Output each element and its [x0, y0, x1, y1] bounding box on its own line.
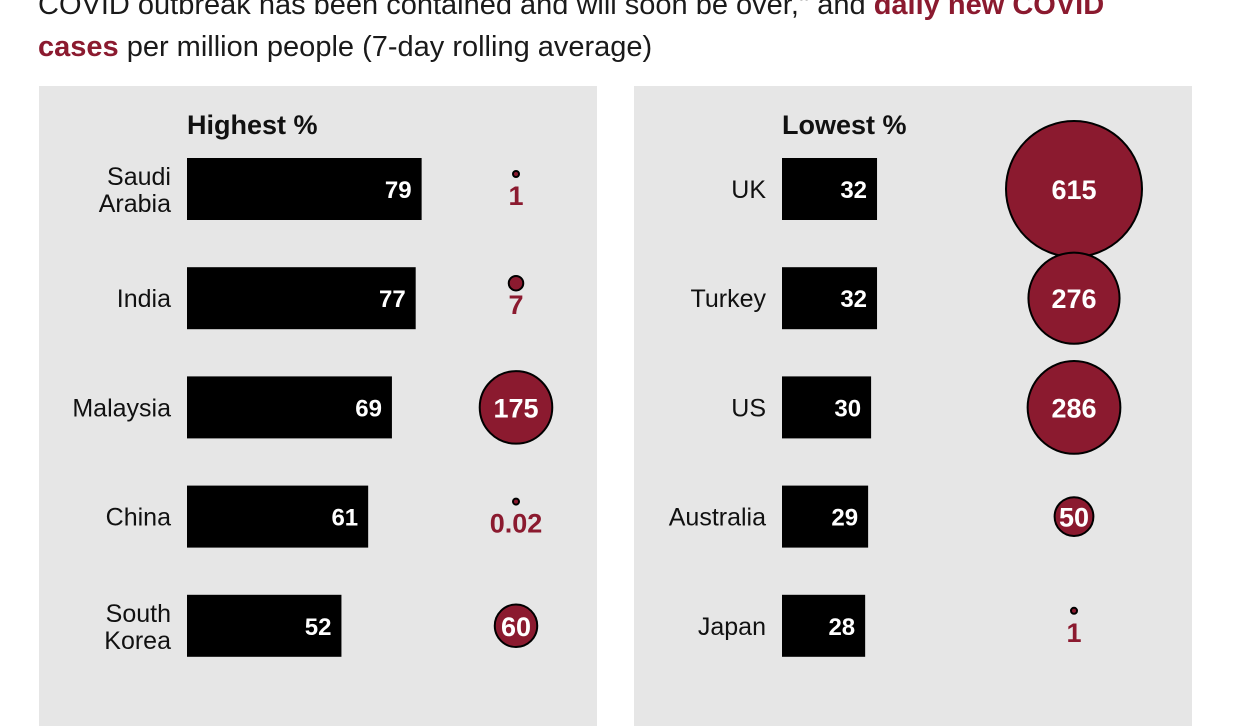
- bubble-label-india: 7: [508, 290, 523, 320]
- bar-south-korea: [187, 594, 342, 657]
- bubble-label-malaysia: 175: [493, 393, 538, 423]
- bubble-malaysia: [478, 370, 554, 445]
- bar-india: [187, 267, 416, 330]
- bubble-label-china: 0.02: [490, 509, 543, 539]
- bar-japan: [782, 594, 866, 657]
- bar-label-malaysia: 69: [355, 395, 382, 422]
- bar-uk: [782, 158, 878, 220]
- bubble-label-saudi-arabia: 1: [508, 181, 523, 211]
- bubble-china: [512, 497, 520, 506]
- highest-panel: Highest % Saudi Arabia 79 1 India 77 7 Malaysia 6…: [39, 86, 597, 726]
- bar-label-uk: 32: [840, 177, 867, 204]
- bar-label-us: 30: [834, 395, 861, 422]
- bubble-label-australia: 50: [1059, 503, 1089, 533]
- country-label-japan: Japan: [698, 613, 766, 641]
- bar-saudi-arabia: [187, 158, 422, 220]
- bubble-label-japan: 1: [1066, 618, 1081, 648]
- country-label-uk: UK: [731, 176, 766, 204]
- bubble-label-turkey: 276: [1051, 284, 1096, 314]
- bar-label-australia: 29: [831, 505, 858, 532]
- bar-label-japan: 28: [828, 614, 855, 641]
- country-label-india: India: [117, 285, 171, 313]
- bar-label-south-korea: 52: [305, 614, 332, 641]
- bar-label-china: 61: [331, 505, 358, 532]
- bar-label-turkey: 32: [840, 286, 867, 313]
- chart-heading: Highest %: [187, 110, 318, 140]
- bubble-label-south-korea: 60: [501, 612, 531, 642]
- bubble-japan: [1070, 606, 1078, 615]
- bubble-australia: [1053, 496, 1095, 537]
- country-label-us: US: [731, 394, 766, 422]
- country-label-malaysia: Malaysia: [72, 394, 171, 422]
- bar-china: [187, 485, 369, 548]
- country-label-saudi-arabia: Saudi Arabia: [99, 163, 171, 218]
- bubble-us: [1026, 360, 1122, 455]
- lowest-panel: Lowest % UK 32 615 Turkey 32 276 US 30 286 Austral…: [634, 86, 1192, 726]
- bubble-label-us: 286: [1051, 393, 1096, 423]
- bar-turkey: [782, 267, 878, 330]
- chart-heading: Lowest %: [782, 110, 907, 140]
- bubble-label-uk: 615: [1051, 175, 1096, 205]
- bar-malaysia: [187, 376, 392, 439]
- country-label-australia: Australia: [669, 504, 766, 532]
- bubble-south-korea: [493, 603, 539, 649]
- lowest-chart: Lowest % UK 32 615 Turkey 32 276 US 30 286 Austral…: [669, 110, 1143, 657]
- country-label-china: China: [106, 504, 171, 532]
- country-label-south-korea: South Korea: [104, 600, 171, 655]
- bar-australia: [782, 485, 869, 548]
- bar-label-india: 77: [379, 286, 406, 313]
- bubble-turkey: [1027, 251, 1121, 345]
- bubble-india: [507, 274, 525, 292]
- country-label-turkey: Turkey: [691, 285, 767, 313]
- bubble-saudi-arabia: [512, 170, 520, 178]
- bar-us: [782, 376, 872, 439]
- chart-subtitle: COVID outbreak has been contained and wi…: [38, 0, 1105, 63]
- bar-label-saudi-arabia: 79: [385, 177, 412, 204]
